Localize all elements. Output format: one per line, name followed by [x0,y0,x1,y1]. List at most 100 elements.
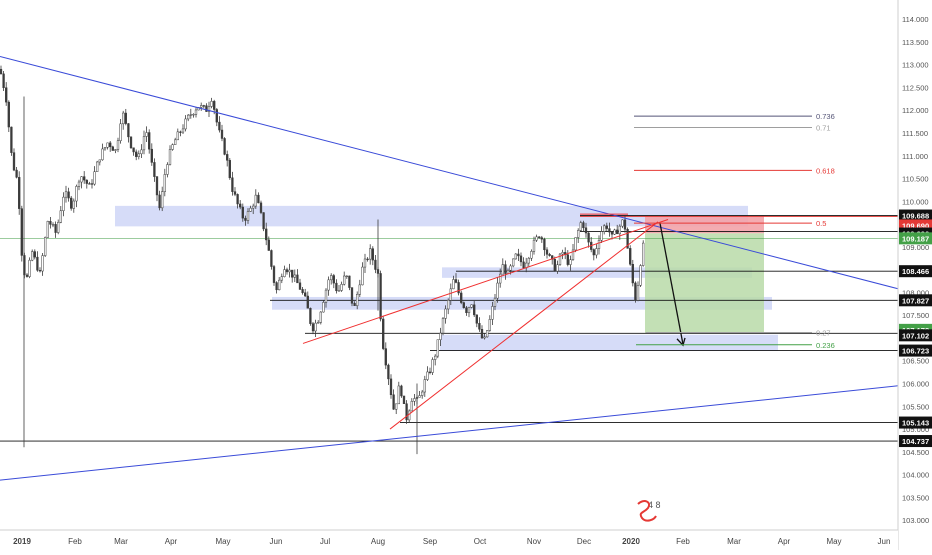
candle-body [64,191,68,198]
candle-body [311,323,315,332]
candle-body [413,398,416,402]
y-tick-label: 113.500 [902,38,929,47]
candle-body [304,292,307,297]
x-tick-label: Jun [878,537,891,546]
candle-body [296,274,299,284]
candle-body [400,385,403,397]
candle-body [621,219,624,227]
candle-body [270,250,273,267]
candle-body [605,225,608,229]
x-tick-label: Jun [270,537,283,546]
candle-body [116,140,120,150]
candle-body [613,229,616,235]
candle-body [148,132,151,150]
candle-body [129,136,133,149]
candle-body [457,282,460,294]
candle-body [558,253,562,265]
time-axis[interactable] [0,530,898,550]
candle-body [285,269,289,273]
candle-body [54,224,57,233]
candle-body [140,149,143,155]
mid-zone [442,267,752,278]
x-tick-label: 2019 [13,537,31,546]
fib-label: 0.5 [816,219,826,228]
candle-body [96,161,99,172]
candle-body [93,171,96,185]
candle-body [31,251,34,261]
x-tick-label: 2020 [622,537,640,546]
candle-body [226,154,229,161]
candle-body [184,118,187,130]
candle-body [556,264,559,272]
candle-body [283,269,286,277]
candle-body [610,231,614,235]
price-label-text: 107.827 [902,296,929,305]
candle-body [574,237,577,251]
price-label-text: 109.187 [902,234,929,243]
candle-body [449,288,452,301]
candle-body [361,266,364,286]
candle-body [5,87,8,103]
candle-body [132,147,135,153]
candle-body [168,149,172,165]
candle-body [153,162,156,177]
candle-body [467,307,471,314]
candle-body [623,219,627,230]
candle-body [447,300,450,310]
candle-body [603,225,606,232]
candle-body [246,211,250,221]
drawings-layer [0,55,899,481]
candle-body [408,410,411,421]
candle-body [51,224,55,226]
candle-body [330,275,333,281]
candle-body [158,194,161,209]
candle-body [18,177,21,209]
candle-body [127,123,130,138]
candle-body [501,264,504,275]
candle-body [98,159,101,163]
candle-body [379,273,382,320]
candle-body [418,395,421,398]
x-tick-label: Sep [423,537,438,546]
candle-body [595,248,598,256]
candle-body [436,339,439,357]
price-label-badge [899,294,932,307]
candle-body [179,131,182,133]
watermark: 4 8 [637,500,661,522]
candle-body [174,139,177,145]
candle-body [142,136,146,151]
candle-body [0,68,3,75]
sell-zone [645,215,764,234]
candle-body [423,379,426,393]
candle-body [493,297,497,307]
candle-body [207,106,211,112]
candle-body [192,114,195,116]
candle-body [634,282,637,301]
candle-body [163,174,166,192]
y-tick-label: 105.000 [902,425,929,434]
candle-body [543,238,546,251]
candle-body [626,228,629,249]
candle-body [343,275,346,285]
candle-body [189,114,192,116]
y-tick-label: 114.000 [902,15,929,24]
candle-body [122,112,125,125]
candle-body [265,228,268,241]
candle-body [356,294,359,306]
candle-body [535,236,538,241]
candle-body [176,131,179,141]
candle-body [59,210,62,223]
candle-body [77,181,81,187]
candle-body [280,276,283,281]
candle-body [166,164,169,175]
candle-body [194,109,198,115]
candle-body [155,176,159,196]
candle-body [83,176,86,181]
x-tick-label: Mar [727,537,741,546]
candle-body [522,261,525,269]
price-label-badge [899,416,932,429]
candle-body [244,217,247,221]
candle-body [545,249,549,255]
